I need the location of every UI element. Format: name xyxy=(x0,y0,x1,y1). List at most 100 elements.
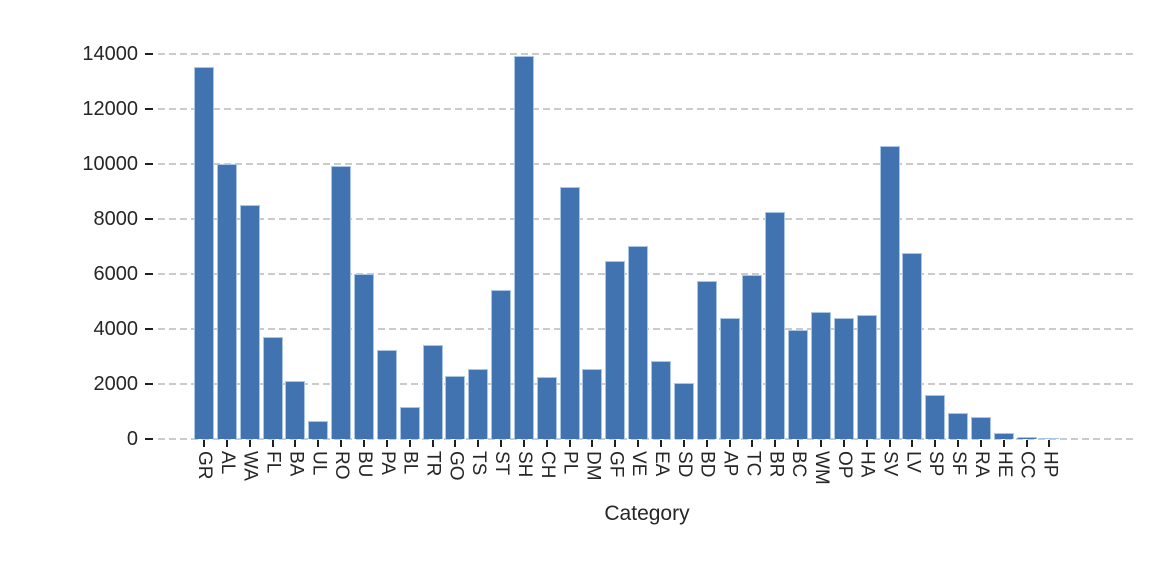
gridline-14000 xyxy=(158,52,1136,55)
bar-RA xyxy=(970,416,991,439)
x-tick-CH xyxy=(545,440,548,447)
x-tick-BU xyxy=(362,440,365,447)
gridline-0 xyxy=(158,438,1136,440)
x-tick-label-AP: AP xyxy=(719,451,741,477)
y-tick-label-6000: 6000 xyxy=(93,262,139,285)
y-tick-label-10000: 10000 xyxy=(82,152,138,175)
x-tick-label-WM: WM xyxy=(810,451,832,485)
x-tick-label-GR: GR xyxy=(194,451,215,480)
x-tick-label-CC: CC xyxy=(1016,451,1038,479)
bar-BD xyxy=(696,280,717,439)
bar-TC xyxy=(742,275,763,439)
bar-GR xyxy=(194,67,214,439)
x-tick-label-TS: TS xyxy=(468,451,490,476)
x-tick-label-TC: TC xyxy=(742,451,764,477)
bar-AP xyxy=(719,317,740,439)
y-tick-8000 xyxy=(145,217,153,220)
x-tick-label-BU: BU xyxy=(353,451,375,478)
x-tick-BR xyxy=(774,440,777,447)
bar-WA xyxy=(239,204,260,439)
y-tick-label-8000: 8000 xyxy=(93,207,139,230)
x-tick-label-DM: DM xyxy=(582,451,604,481)
x-tick-GF xyxy=(614,440,617,447)
bar-FL xyxy=(262,337,283,439)
x-tick-HP xyxy=(1048,440,1051,447)
x-tick-label-BC: BC xyxy=(788,451,810,478)
x-tick-label-FL: FL xyxy=(262,451,284,474)
x-tick-label-BD: BD xyxy=(696,451,718,478)
bar-LV xyxy=(902,253,923,439)
x-tick-label-BL: BL xyxy=(399,451,421,475)
x-tick-ST xyxy=(500,440,503,447)
bar-CH xyxy=(536,377,557,439)
x-tick-label-SD: SD xyxy=(673,451,695,478)
bar-BR xyxy=(765,211,786,439)
y-tick-10000 xyxy=(145,162,153,165)
x-tick-label-PA: PA xyxy=(376,451,398,475)
x-tick-label-BR: BR xyxy=(765,451,787,478)
x-tick-label-WA: WA xyxy=(239,451,261,481)
x-tick-LV xyxy=(911,440,914,447)
x-tick-label-RA: RA xyxy=(970,451,992,478)
x-tick-VE xyxy=(637,440,640,447)
x-axis-title: Category xyxy=(604,502,690,525)
x-tick-label-AL: AL xyxy=(216,451,238,475)
x-tick-label-SF: SF xyxy=(948,451,970,476)
x-tick-label-SH: SH xyxy=(513,451,535,478)
y-tick-12000 xyxy=(145,107,153,110)
bar-BA xyxy=(285,381,306,439)
y-tick-label-12000: 12000 xyxy=(82,97,138,120)
bar-RO xyxy=(331,166,352,439)
bar-SF xyxy=(948,412,969,439)
x-tick-TS xyxy=(477,440,480,447)
y-tick-6000 xyxy=(145,272,153,275)
x-tick-PL xyxy=(568,440,571,447)
x-tick-AP xyxy=(728,440,731,447)
x-tick-SF xyxy=(957,440,960,447)
x-tick-label-UL: UL xyxy=(308,451,330,476)
x-tick-label-VE: VE xyxy=(628,451,650,477)
bar-UL xyxy=(308,421,329,439)
x-tick-PA xyxy=(385,440,388,447)
bar-ST xyxy=(491,290,512,439)
x-tick-label-HP: HP xyxy=(1039,451,1061,478)
x-tick-UL xyxy=(317,440,320,447)
x-tick-SV xyxy=(888,440,891,447)
x-tick-label-SV: SV xyxy=(879,451,901,477)
x-tick-label-TR: TR xyxy=(422,451,444,477)
x-tick-SD xyxy=(682,440,685,447)
x-tick-SH xyxy=(522,440,525,447)
x-tick-GR xyxy=(203,440,205,447)
x-tick-label-PL: PL xyxy=(559,451,581,475)
bar-PA xyxy=(376,349,397,439)
bar-BL xyxy=(399,407,420,439)
x-tick-label-GO: GO xyxy=(445,451,467,481)
bar-AL xyxy=(216,163,237,439)
gridline-8000 xyxy=(158,217,1136,220)
x-tick-BA xyxy=(294,440,297,447)
y-tick-14000 xyxy=(145,52,153,55)
x-tick-label-ST: ST xyxy=(491,451,513,476)
x-tick-label-CH: CH xyxy=(536,451,558,479)
y-tick-label-4000: 4000 xyxy=(93,317,139,340)
x-tick-label-RO: RO xyxy=(331,451,353,480)
bar-SD xyxy=(673,382,694,439)
x-tick-GO xyxy=(454,440,457,447)
x-tick-HA xyxy=(865,440,868,447)
x-tick-CC xyxy=(1025,440,1028,447)
x-tick-HE xyxy=(1002,440,1005,447)
y-tick-label-14000: 14000 xyxy=(82,42,138,65)
bar-VE xyxy=(628,246,649,439)
gridline-12000 xyxy=(158,107,1136,110)
y-tick-0 xyxy=(145,438,153,440)
x-tick-BD xyxy=(705,440,708,447)
bar-BU xyxy=(353,273,374,439)
y-tick-2000 xyxy=(145,382,153,385)
x-tick-label-BA: BA xyxy=(285,451,307,477)
x-tick-TC xyxy=(751,440,754,447)
bar-HA xyxy=(856,315,877,439)
x-tick-RO xyxy=(340,440,343,447)
x-tick-DM xyxy=(591,440,594,447)
x-tick-AL xyxy=(225,440,228,447)
